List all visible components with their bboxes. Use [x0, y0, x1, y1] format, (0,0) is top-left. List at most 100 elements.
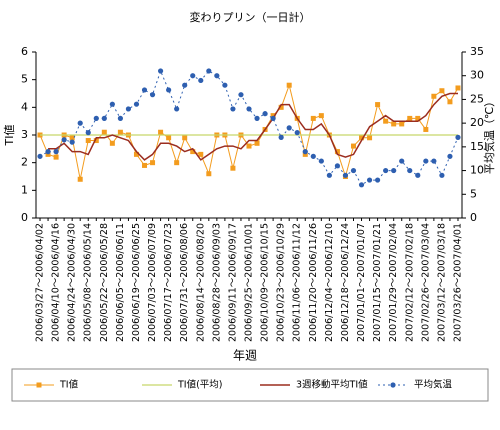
data-point [69, 139, 75, 145]
data-point [294, 130, 300, 136]
data-point [286, 82, 292, 88]
data-point [246, 143, 252, 149]
x-tick-label: 2007/03/26～2007/04/01 [452, 223, 463, 342]
data-point [238, 92, 244, 98]
data-point [198, 77, 204, 84]
data-point [157, 68, 164, 74]
series-line [48, 92, 458, 161]
data-point [141, 87, 148, 93]
data-point [375, 102, 381, 108]
data-point [375, 177, 381, 183]
data-point [77, 176, 83, 182]
data-point [318, 113, 324, 119]
x-tick-label: 2006/11/20～2006/11/26 [308, 223, 319, 342]
data-point [278, 104, 284, 110]
data-point [45, 149, 51, 155]
data-point [198, 151, 204, 157]
data-point [310, 153, 316, 159]
y2-tick-label: 0 [470, 211, 477, 224]
data-point [125, 106, 132, 112]
data-point [407, 167, 413, 174]
data-point [69, 135, 75, 141]
x-tick-label: 2006/04/10～2006/04/16 [51, 223, 62, 342]
data-point [302, 151, 308, 157]
data-point [350, 167, 357, 174]
data-point [383, 167, 389, 174]
data-point [77, 120, 83, 126]
legend-marker [36, 382, 42, 388]
data-point [415, 115, 421, 121]
data-point [158, 129, 164, 135]
data-point [117, 129, 123, 135]
y-tick-label: 6 [21, 45, 28, 58]
x-tick-label: 2007/02/26～2007/03/04 [420, 223, 431, 342]
data-point [101, 115, 107, 121]
data-point [415, 172, 421, 178]
data-point [431, 158, 437, 164]
y-tick-label: 2 [21, 156, 28, 169]
data-point [423, 158, 429, 164]
data-point [270, 113, 276, 119]
data-point [366, 177, 373, 183]
data-point [342, 172, 349, 178]
y2-tick-label: 25 [470, 92, 484, 105]
data-point [439, 172, 445, 178]
y-tick-label: 5 [21, 73, 28, 86]
data-point [399, 158, 405, 164]
data-point [278, 134, 284, 140]
x-tick-label: 2006/05/22～2006/05/28 [99, 223, 110, 342]
data-point [254, 140, 260, 146]
data-point [149, 92, 156, 98]
data-point [431, 93, 437, 99]
x-tick-label: 2006/10/09～2006/10/15 [260, 223, 271, 342]
data-point [61, 137, 67, 143]
data-point [246, 106, 252, 112]
data-point [286, 125, 292, 131]
legend-box [11, 368, 489, 402]
data-point [93, 138, 99, 144]
y2-tick-label: 10 [470, 164, 484, 177]
data-point [214, 73, 220, 79]
data-point [318, 158, 324, 164]
data-point [302, 149, 308, 155]
data-point [423, 126, 429, 132]
x-tick-label: 2007/01/01～2007/01/07 [356, 223, 367, 342]
legend-label: 3週移動平均TI値 [296, 379, 368, 391]
x-tick-label: 2006/07/31～2006/08/06 [179, 223, 190, 342]
data-point [334, 163, 341, 169]
data-point [142, 162, 148, 168]
data-point [334, 149, 340, 155]
y2-tick-label: 15 [470, 140, 484, 153]
y-axis-label: TI値 [3, 125, 16, 147]
data-point [270, 115, 276, 121]
x-tick-label: 2006/03/27～2006/04/02 [35, 223, 46, 342]
chart-title: 変わりプリン（一日計） [190, 10, 311, 24]
data-point [109, 101, 115, 107]
x-tick-label: 2006/11/06～2006/11/12 [292, 223, 303, 342]
data-point [85, 138, 91, 144]
data-point [174, 106, 180, 112]
y2-tick-label: 35 [470, 45, 484, 58]
data-point [53, 154, 59, 160]
data-point [93, 115, 99, 121]
legend-label: TI値(平均) [177, 379, 223, 391]
data-point [399, 121, 405, 127]
x-tick-label: 2006/12/18～2006/12/24 [340, 223, 351, 342]
data-point [174, 160, 180, 166]
data-point [150, 160, 156, 166]
x-tick-label: 2006/05/08～2006/05/14 [83, 223, 94, 342]
x-tick-label: 2006/08/28～2006/09/03 [211, 223, 222, 342]
data-point [109, 140, 115, 146]
data-point [391, 167, 397, 174]
data-point [166, 87, 172, 93]
data-point [254, 115, 260, 121]
y2-tick-label: 5 [470, 187, 477, 200]
data-point [383, 118, 389, 124]
data-point [230, 106, 236, 112]
x-axis-label: 年週 [233, 349, 257, 363]
data-point [455, 134, 461, 140]
data-point [117, 115, 123, 121]
y2-tick-label: 30 [470, 69, 484, 82]
x-tick-label: 2006/07/17～2006/07/23 [163, 223, 174, 342]
data-point [133, 151, 139, 157]
